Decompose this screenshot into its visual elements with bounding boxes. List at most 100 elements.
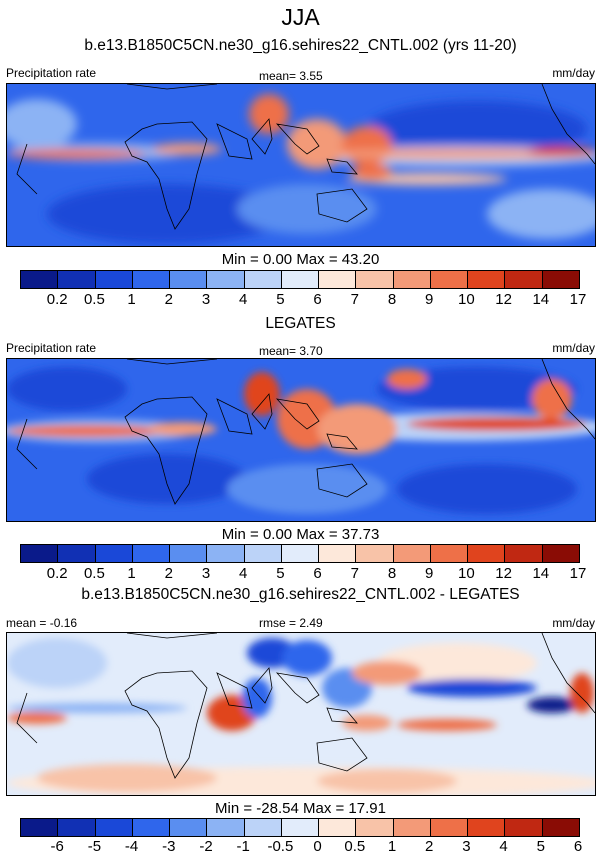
panel-1-colorbar-labels: 0.2 0.5 1 2 3 4 5 6 7 8 9 10 12 14 17 [20, 291, 587, 309]
colorbar-tick-label: 7 [350, 291, 359, 308]
colorbar-swatch [281, 271, 320, 288]
colorbar-tick-label: 10 [458, 565, 475, 582]
colorbar-swatch [244, 271, 282, 288]
panel-2-colorbar-labels: 0.2 0.5 1 2 3 4 5 6 7 8 9 10 12 14 17 [20, 565, 587, 583]
panel-2-minmax: Min = 0.00 Max = 37.73 [221, 526, 380, 543]
colorbar-tick-label: 1 [387, 838, 397, 855]
panel-3-mean-label: mean = -0.16 [6, 616, 78, 630]
colorbar-swatch [468, 271, 506, 288]
colorbar-tick-label: 8 [387, 291, 397, 308]
colorbar-tick-label: -1 [236, 838, 250, 855]
colorbar-tick-label: 5 [276, 291, 285, 308]
colorbar-swatch [58, 545, 96, 562]
colorbar-swatch [319, 819, 357, 836]
panel-3-subtitle: b.e13.B1850C5CN.ne30_g16.sehires22_CNTL.… [81, 586, 520, 603]
colorbar-tick-label: 17 [569, 291, 587, 308]
colorbar-tick-label: 4 [239, 291, 248, 308]
colorbar-swatch [319, 545, 357, 562]
panel-1-colorbar [20, 270, 580, 289]
colorbar-swatch [430, 819, 469, 836]
colorbar-tick-label: -6 [50, 838, 64, 855]
colorbar-tick-label: 0 [313, 838, 322, 855]
panel-1-map [6, 83, 596, 247]
colorbar-swatch [170, 819, 208, 836]
panel-3-map [6, 632, 596, 796]
colorbar-swatch [170, 545, 208, 562]
colorbar-tick-label: 17 [569, 565, 587, 582]
colorbar-swatch [393, 545, 431, 562]
colorbar-tick-label: -2 [199, 838, 213, 855]
panel-2-mean-label: mean= 3.70 [259, 344, 323, 358]
colorbar-swatch [95, 545, 133, 562]
colorbar-tick-label: 9 [425, 565, 434, 582]
colorbar-swatch [244, 819, 282, 836]
colorbar-swatch [356, 545, 394, 562]
panel-2-variable-label: Precipitation rate [6, 341, 97, 355]
panel-3-rmse-label: rmse = 2.49 [259, 616, 323, 630]
colorbar-tick-label: 6 [313, 291, 322, 308]
colorbar-tick-label: 0.2 [46, 565, 68, 582]
colorbar-tick-label: 3 [462, 838, 471, 855]
colorbar-tick-label: -4 [124, 838, 139, 855]
colorbar-swatch [430, 271, 469, 288]
colorbar-tick-label: 8 [387, 565, 397, 582]
main-title: JJA [281, 4, 320, 30]
colorbar-tick-label: 12 [495, 565, 512, 582]
colorbar-tick-label: 12 [495, 291, 512, 308]
colorbar-tick-label: 10 [458, 291, 475, 308]
colorbar-swatch [21, 271, 59, 288]
panel-3-colorbar-labels: -6 -5 -4 -3 -2 -1 -0.5 0 0.5 1 2 3 4 5 6 [20, 838, 583, 856]
colorbar-tick-label: 0.5 [83, 565, 105, 582]
colorbar-swatch [542, 545, 579, 562]
colorbar-swatch [468, 819, 506, 836]
panel-3-units-label: mm/day [552, 616, 595, 630]
colorbar-tick-label: 2 [164, 565, 173, 582]
colorbar-swatch [505, 545, 543, 562]
colorbar-tick-label: 0.2 [46, 291, 68, 308]
colorbar-tick-label: 1 [127, 291, 136, 308]
colorbar-swatch [132, 819, 171, 836]
colorbar-swatch [281, 545, 320, 562]
colorbar-swatch [21, 819, 59, 836]
panel-1-units-label: mm/day [552, 66, 595, 80]
colorbar-tick-label: 0.5 [83, 291, 105, 308]
colorbar-swatch [95, 819, 133, 836]
colorbar-swatch [542, 271, 579, 288]
colorbar-tick-label: 3 [201, 291, 211, 308]
panel-2-colorbar [20, 544, 580, 563]
colorbar-swatch [430, 545, 469, 562]
colorbar-tick-label: -0.5 [267, 838, 294, 855]
colorbar-tick-label: 4 [239, 565, 248, 582]
colorbar-tick-label: -5 [87, 838, 102, 855]
panel-3-minmax: Min = -28.54 Max = 17.91 [215, 800, 386, 817]
colorbar-swatch [244, 545, 282, 562]
colorbar-swatch [58, 271, 96, 288]
colorbar-tick-label: 0.5 [344, 838, 366, 855]
colorbar-tick-label: 1 [127, 565, 136, 582]
colorbar-tick-label: 7 [350, 565, 359, 582]
colorbar-tick-label: -3 [162, 838, 176, 855]
colorbar-tick-label: 5 [276, 565, 285, 582]
colorbar-swatch [21, 545, 59, 562]
colorbar-swatch [356, 271, 394, 288]
colorbar-tick-label: 14 [532, 565, 550, 582]
colorbar-swatch [542, 819, 579, 836]
colorbar-swatch [505, 271, 543, 288]
colorbar-swatch [58, 819, 96, 836]
colorbar-swatch [207, 545, 245, 562]
colorbar-tick-label: 9 [425, 291, 434, 308]
colorbar-swatch [95, 271, 133, 288]
colorbar-swatch [207, 271, 245, 288]
colorbar-swatch [468, 545, 506, 562]
colorbar-tick-label: 5 [536, 838, 545, 855]
colorbar-tick-label: 6 [313, 565, 322, 582]
panel-1-mean-label: mean= 3.55 [259, 69, 323, 83]
colorbar-tick-label: 2 [164, 291, 173, 308]
colorbar-swatch [319, 271, 357, 288]
colorbar-tick-label: 3 [201, 565, 211, 582]
panel-2-map [6, 358, 596, 522]
colorbar-swatch [393, 819, 431, 836]
panel-1-variable-label: Precipitation rate [6, 66, 97, 80]
colorbar-swatch [281, 819, 320, 836]
panel-3-colorbar [20, 818, 580, 837]
